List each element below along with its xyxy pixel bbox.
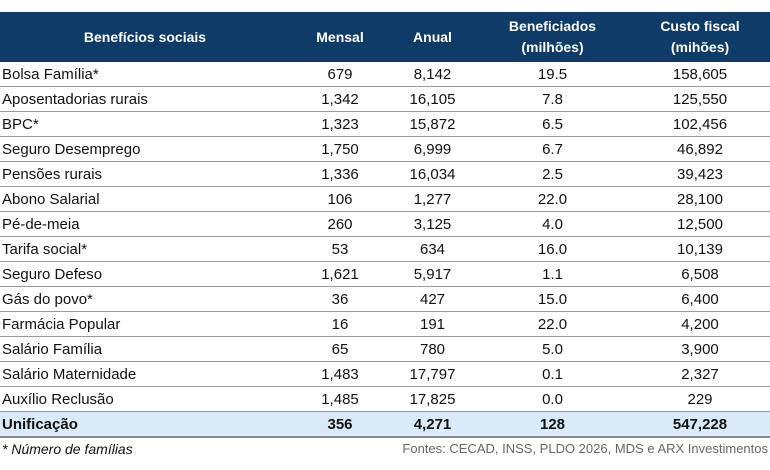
footnote: * Número de famílias: [2, 441, 133, 457]
beneficiaries-value: 128: [475, 411, 630, 438]
beneficiaries-value: 2.5: [475, 161, 630, 187]
beneficiaries-value: 22.0: [475, 311, 630, 337]
monthly-value: 1,483: [290, 361, 390, 387]
monthly-value: 1,621: [290, 261, 390, 287]
table-row: Gás do povo* 36 427 15.0 6,400: [0, 286, 770, 312]
monthly-value: 356: [290, 411, 390, 438]
annual-value: 427: [390, 286, 475, 312]
fiscal-cost-value: 4,200: [630, 311, 770, 337]
fiscal-cost-value: 158,605: [630, 62, 770, 87]
total-row: Unificação 356 4,271 128 547,228: [0, 411, 770, 438]
monthly-value: 1,485: [290, 386, 390, 412]
monthly-value: 65: [290, 336, 390, 362]
annual-value: 634: [390, 236, 475, 262]
fiscal-cost-value: 102,456: [630, 111, 770, 137]
fiscal-cost-value: 3,900: [630, 336, 770, 362]
table-row: Abono Salarial 106 1,277 22.0 28,100: [0, 186, 770, 212]
annual-value: 4,271: [390, 411, 475, 438]
monthly-value: 260: [290, 211, 390, 237]
table-row: Seguro Defeso 1,621 5,917 1.1 6,508: [0, 261, 770, 287]
table-row: Aposentadorias rurais 1,342 16,105 7.8 125,5…: [0, 86, 770, 112]
table-row: Auxílio Reclusão 1,485 17,825 0.0 229: [0, 386, 770, 412]
table-row: Salário Família 65 780 5.0 3,900: [0, 336, 770, 362]
beneficiaries-value: 6.7: [475, 136, 630, 162]
beneficiaries-value: 7.8: [475, 86, 630, 112]
benefits-table: Benefícios sociais Mensal Anual Benefici…: [0, 12, 770, 438]
fiscal-cost-value: 125,550: [630, 86, 770, 112]
beneficiaries-value: 0.1: [475, 361, 630, 387]
beneficiaries-value: 1.1: [475, 261, 630, 287]
annual-value: 191: [390, 311, 475, 337]
table-row: Bolsa Família* 679 8,142 19.5 158,605: [0, 62, 770, 87]
benefit-name: Pensões rurais: [0, 161, 290, 187]
beneficiaries-value: 4.0: [475, 211, 630, 237]
annual-value: 780: [390, 336, 475, 362]
table-row: Salário Maternidade 1,483 17,797 0.1 2,327: [0, 361, 770, 387]
benefit-name: Pé-de-meia: [0, 211, 290, 237]
beneficiaries-value: 15.0: [475, 286, 630, 312]
monthly-value: 1,342: [290, 86, 390, 112]
benefit-name: Farmácia Popular: [0, 311, 290, 337]
annual-value: 8,142: [390, 62, 475, 87]
fiscal-cost-value: 229: [630, 386, 770, 412]
annual-value: 16,034: [390, 161, 475, 187]
benefit-name: Salário Família: [0, 336, 290, 362]
fiscal-cost-value: 6,508: [630, 261, 770, 287]
benefit-name: Auxílio Reclusão: [0, 386, 290, 412]
table-row: Seguro Desemprego 1,750 6,999 6.7 46,892: [0, 136, 770, 162]
fiscal-cost-value: 39,423: [630, 161, 770, 187]
source-note: Fontes: CECAD, INSS, PLDO 2026, MDS e AR…: [402, 441, 768, 456]
fiscal-cost-value: 28,100: [630, 186, 770, 212]
beneficiaries-value: 22.0: [475, 186, 630, 212]
table-row: Farmácia Popular 16 191 22.0 4,200: [0, 311, 770, 337]
benefit-name: Seguro Defeso: [0, 261, 290, 287]
beneficiaries-value: 16.0: [475, 236, 630, 262]
beneficiaries-value: 6.5: [475, 111, 630, 137]
beneficiaries-value: 0.0: [475, 386, 630, 412]
fiscal-cost-value: 6,400: [630, 286, 770, 312]
table-row: Tarifa social* 53 634 16.0 10,139: [0, 236, 770, 262]
fiscal-cost-value: 547,228: [630, 411, 770, 438]
monthly-value: 1,750: [290, 136, 390, 162]
annual-value: 3,125: [390, 211, 475, 237]
fiscal-cost-value: 12,500: [630, 211, 770, 237]
annual-value: 17,797: [390, 361, 475, 387]
fiscal-cost-value: 46,892: [630, 136, 770, 162]
annual-value: 5,917: [390, 261, 475, 287]
annual-value: 15,872: [390, 111, 475, 137]
fiscal-cost-value: 2,327: [630, 361, 770, 387]
header-beneficiaries: Beneficiados (milhões): [475, 12, 630, 62]
benefit-name: Bolsa Família*: [0, 62, 290, 87]
benefit-name: Gás do povo*: [0, 286, 290, 312]
monthly-value: 16: [290, 311, 390, 337]
annual-value: 17,825: [390, 386, 475, 412]
table-row: BPC* 1,323 15,872 6.5 102,456: [0, 111, 770, 137]
header-benefit: Benefícios sociais: [0, 12, 290, 62]
benefit-name: Aposentadorias rurais: [0, 86, 290, 112]
header-row: Benefícios sociais Mensal Anual Benefici…: [0, 12, 770, 62]
benefit-name: Unificação: [0, 411, 290, 438]
beneficiaries-value: 19.5: [475, 62, 630, 87]
benefit-name: Seguro Desemprego: [0, 136, 290, 162]
annual-value: 16,105: [390, 86, 475, 112]
fiscal-cost-value: 10,139: [630, 236, 770, 262]
benefit-name: BPC*: [0, 111, 290, 137]
header-annual: Anual: [390, 12, 475, 62]
monthly-value: 36: [290, 286, 390, 312]
annual-value: 6,999: [390, 136, 475, 162]
beneficiaries-value: 5.0: [475, 336, 630, 362]
annual-value: 1,277: [390, 186, 475, 212]
monthly-value: 1,323: [290, 111, 390, 137]
header-monthly: Mensal: [290, 12, 390, 62]
table-row: Pé-de-meia 260 3,125 4.0 12,500: [0, 211, 770, 237]
monthly-value: 106: [290, 186, 390, 212]
monthly-value: 679: [290, 62, 390, 87]
table-row: Pensões rurais 1,336 16,034 2.5 39,423: [0, 161, 770, 187]
benefit-name: Salário Maternidade: [0, 361, 290, 387]
monthly-value: 53: [290, 236, 390, 262]
benefit-name: Tarifa social*: [0, 236, 290, 262]
benefit-name: Abono Salarial: [0, 186, 290, 212]
header-fiscal-cost: Custo fiscal (mihões): [630, 12, 770, 62]
monthly-value: 1,336: [290, 161, 390, 187]
